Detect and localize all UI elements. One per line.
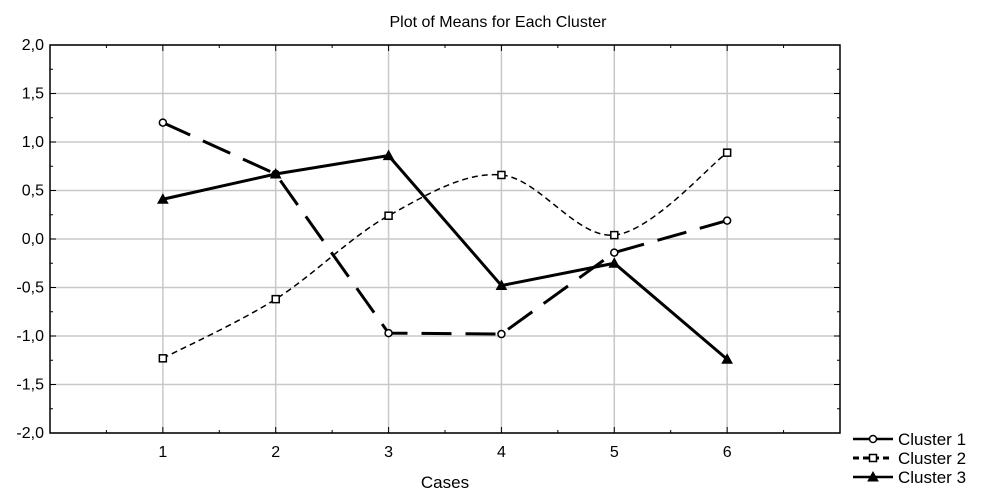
legend-label: Cluster 1 — [898, 430, 966, 449]
data-point-cluster-1 — [158, 118, 168, 127]
data-point-cluster-1 — [610, 248, 619, 257]
data-point-cluster-3 — [382, 149, 395, 161]
x-tick-label: 2 — [271, 444, 280, 461]
y-tick-label: 0,0 — [22, 231, 44, 248]
data-point-cluster-2 — [497, 170, 506, 180]
data-point-cluster-1 — [497, 329, 506, 339]
y-tick-label: 1,5 — [22, 86, 44, 103]
data-point-cluster-3 — [157, 193, 169, 204]
legend-marker — [868, 434, 878, 444]
data-point-cluster-3 — [721, 353, 733, 364]
data-point-cluster-2 — [610, 230, 619, 240]
legend-label: Cluster 2 — [898, 449, 966, 468]
data-point-cluster-3 — [495, 279, 508, 291]
x-tick-label: 6 — [723, 444, 732, 461]
x-axis-title: Cases — [421, 473, 469, 492]
legend-item-cluster-3: Cluster 3 — [853, 468, 966, 487]
x-tick-label: 3 — [384, 444, 393, 461]
legend-marker — [867, 470, 879, 482]
data-point-cluster-3 — [269, 167, 282, 179]
legend-label: Cluster 3 — [898, 468, 966, 487]
x-tick-label: 4 — [497, 444, 506, 461]
series-line-cluster-3 — [162, 154, 729, 361]
data-point-cluster-1 — [722, 216, 732, 225]
x-tick-label: 1 — [158, 444, 167, 461]
plot-area: 2,0 1,5 1,0 0,5 0,0 -0,5 -1,0 -1,5 -2,0 1 2 3 4 5 6 — [16, 37, 841, 461]
legend-item-cluster-2: Cluster 2 — [853, 449, 966, 468]
legend-marker — [868, 453, 878, 463]
data-point-cluster-2 — [158, 354, 168, 363]
y-tick-label: -2,0 — [16, 425, 44, 442]
series-line-cluster-2 — [162, 152, 728, 359]
y-tick-label: 1,0 — [22, 134, 44, 151]
y-tick-label: -0,5 — [16, 280, 44, 297]
data-point-cluster-2 — [722, 148, 732, 157]
y-tick-label: 0,5 — [22, 183, 44, 200]
data-point-cluster-2 — [271, 294, 280, 304]
y-tick-label: -1,0 — [16, 328, 44, 345]
y-tick-label: -1,5 — [16, 377, 44, 394]
series-line-cluster-1 — [162, 121, 728, 336]
y-tick-label: 2,0 — [22, 37, 44, 54]
data-point-cluster-2 — [384, 211, 393, 220]
x-tick-label: 5 — [610, 444, 619, 461]
data-point-cluster-3 — [608, 257, 621, 268]
chart-title: Plot of Means for Each Cluster — [390, 14, 608, 31]
data-point-cluster-1 — [384, 328, 393, 338]
legend-item-cluster-1: Cluster 1 — [853, 430, 966, 449]
